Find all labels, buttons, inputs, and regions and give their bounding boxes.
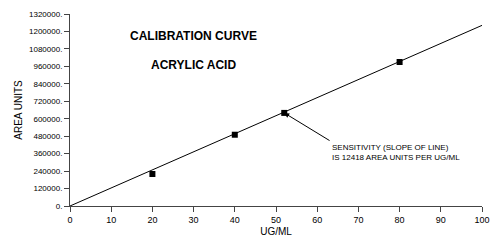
svg-text:AREA UNITS: AREA UNITS (13, 80, 24, 140)
svg-text:600000.: 600000. (33, 115, 62, 124)
svg-text:840000.: 840000. (33, 80, 62, 89)
svg-text:100: 100 (474, 215, 489, 225)
svg-text:30: 30 (189, 215, 199, 225)
svg-text:20: 20 (147, 215, 157, 225)
svg-text:0: 0 (67, 215, 72, 225)
svg-text:480000.: 480000. (33, 132, 62, 141)
svg-text:720000.: 720000. (33, 97, 62, 106)
svg-text:960000.: 960000. (33, 62, 62, 71)
svg-text:60: 60 (312, 215, 322, 225)
svg-text:1200000.: 1200000. (29, 27, 62, 36)
svg-text:240000.: 240000. (33, 167, 62, 176)
svg-text:80: 80 (395, 215, 405, 225)
svg-text:1080000.: 1080000. (29, 45, 62, 54)
svg-text:1320000.: 1320000. (29, 10, 62, 19)
svg-text:70: 70 (353, 215, 363, 225)
svg-text:UG/ML: UG/ML (260, 226, 292, 237)
svg-text:0.: 0. (56, 202, 63, 211)
svg-text:SENSITIVITY (SLOPE OF LINE)IS: SENSITIVITY (SLOPE OF LINE)IS 12418 AREA… (332, 143, 460, 162)
svg-text:10: 10 (106, 215, 116, 225)
svg-text:120000.: 120000. (33, 184, 62, 193)
svg-text:CALIBRATION CURVE: CALIBRATION CURVE (130, 29, 257, 43)
svg-text:90: 90 (436, 215, 446, 225)
svg-text:360000.: 360000. (33, 149, 62, 158)
svg-text:ACRYLIC ACID: ACRYLIC ACID (151, 58, 236, 72)
svg-text:50: 50 (271, 215, 281, 225)
svg-text:40: 40 (230, 215, 240, 225)
